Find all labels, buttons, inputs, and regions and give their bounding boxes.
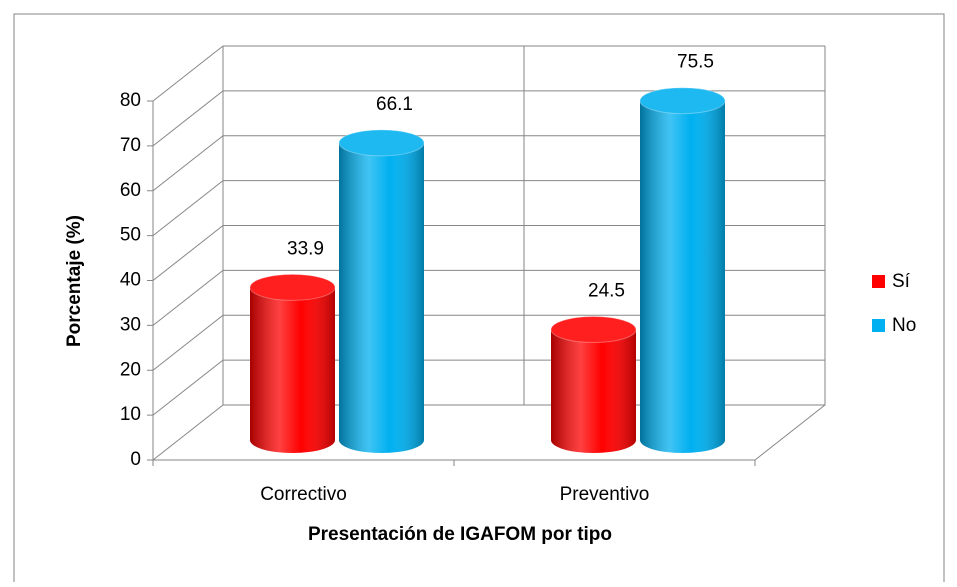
bar-top: [639, 87, 726, 115]
plot-area: 0 10 20 30 40 50 60 70 80 Correctivo 33.9 66.1 Preve…: [120, 45, 826, 505]
legend-swatch: [872, 319, 885, 332]
y-tick-label: 0: [130, 449, 141, 470]
chart-border: [13, 13, 945, 587]
data-label: 75.5: [677, 52, 714, 73]
bar-top-shade: [339, 129, 424, 156]
y-tick-label: 50: [120, 225, 141, 246]
bar-top-shade: [551, 316, 636, 343]
legend-label: No: [892, 315, 916, 336]
legend-label: Sí: [892, 271, 911, 292]
y-tick-label: 80: [120, 90, 141, 111]
grid-line-side: [152, 180, 224, 237]
bar-top: [249, 273, 336, 301]
bar-shade: [339, 142, 424, 453]
grid-line-side: [152, 269, 224, 326]
bar-top: [338, 129, 425, 157]
y-tick-label: 60: [120, 180, 141, 201]
y-tick-label: 70: [120, 135, 141, 156]
grid-line-side: [152, 314, 224, 371]
bar-top: [550, 316, 637, 344]
data-label: 66.1: [376, 94, 413, 115]
bar-shade: [551, 329, 636, 453]
grid-line-side: [152, 225, 224, 281]
x-axis-title: Presentación de IGAFOM por tipo: [308, 524, 612, 545]
y-axis-title: Porcentaje (%): [64, 215, 85, 347]
floor-edge: [754, 404, 826, 461]
grid-line-side: [152, 45, 224, 102]
legend-swatch: [872, 275, 885, 288]
x-tick-label: Correctivo: [260, 484, 347, 505]
x-tick-label: Preventivo: [560, 484, 650, 505]
y-tick-label: 10: [120, 404, 141, 425]
y-tick-label: 20: [120, 359, 141, 380]
grid-line-side: [152, 135, 224, 192]
bar-shade: [250, 287, 335, 453]
bar-top-shade: [640, 87, 725, 114]
data-label: 33.9: [287, 238, 324, 259]
y-tick-label: 40: [120, 270, 141, 291]
y-tick-label: 30: [120, 314, 141, 335]
bar-shade: [640, 100, 725, 453]
data-label: 24.5: [588, 281, 625, 302]
grid-line-side: [152, 404, 224, 461]
bar-top-shade: [250, 274, 335, 301]
grid-line-side: [152, 359, 224, 416]
grid-line-side: [152, 90, 224, 147]
